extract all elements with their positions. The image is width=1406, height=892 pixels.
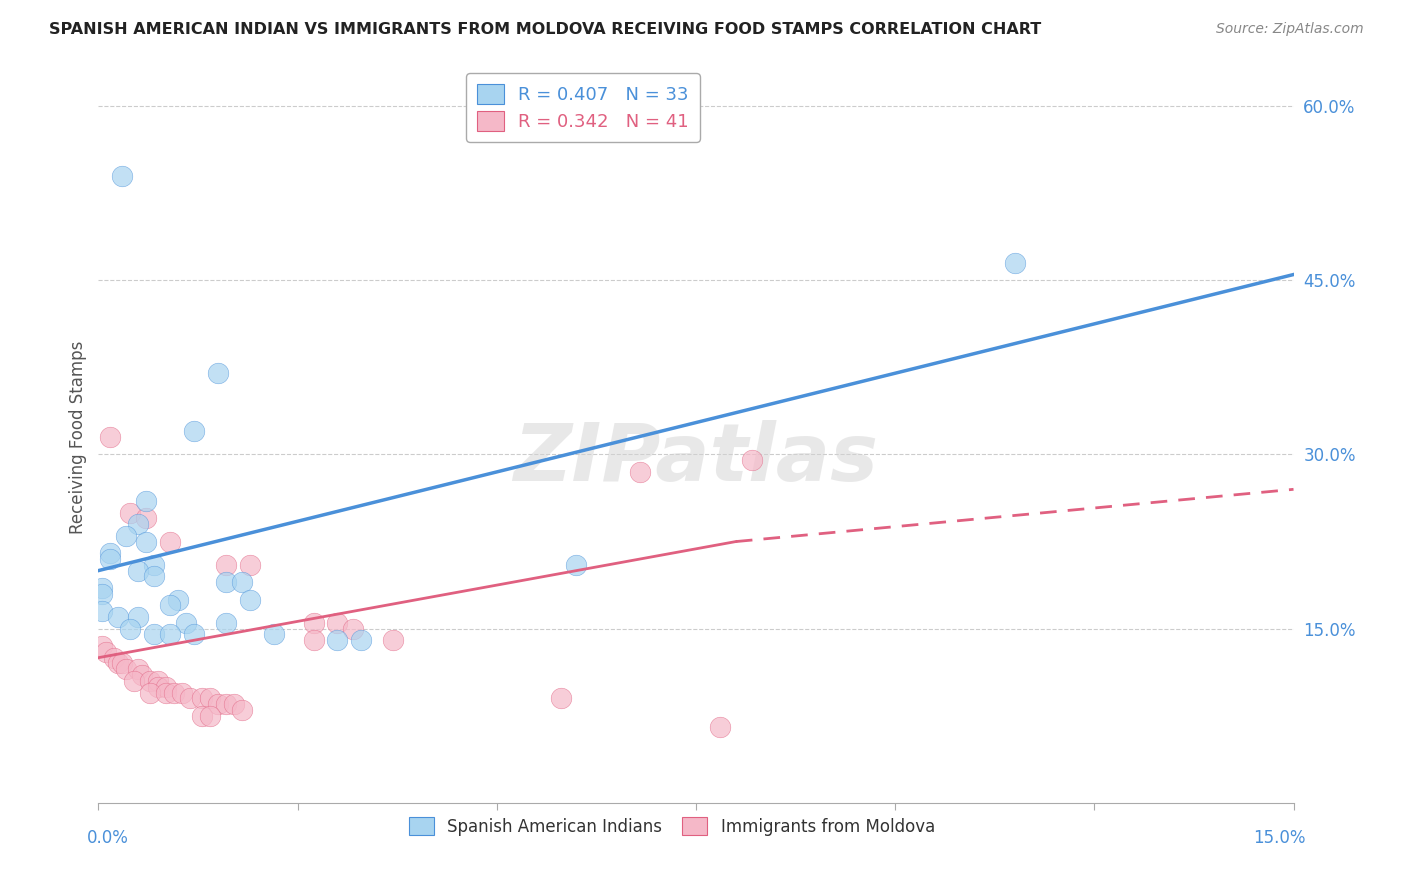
Point bbox=[91, 581, 114, 595]
Point bbox=[143, 569, 166, 583]
Point bbox=[231, 703, 253, 717]
Point bbox=[98, 552, 122, 566]
Point bbox=[1004, 256, 1026, 270]
Point bbox=[231, 575, 253, 590]
Point bbox=[350, 633, 373, 648]
Point bbox=[215, 558, 238, 572]
Text: Source: ZipAtlas.com: Source: ZipAtlas.com bbox=[1216, 22, 1364, 37]
Point bbox=[302, 615, 325, 630]
Point bbox=[115, 529, 138, 543]
Point bbox=[174, 615, 197, 630]
Point bbox=[741, 453, 763, 467]
Point bbox=[98, 546, 122, 560]
Point bbox=[103, 650, 125, 665]
Point bbox=[139, 685, 162, 699]
Point bbox=[179, 691, 201, 706]
Point bbox=[120, 622, 142, 636]
Point bbox=[183, 424, 205, 438]
Point bbox=[207, 366, 229, 380]
Point bbox=[111, 657, 134, 671]
Point bbox=[98, 430, 122, 444]
Point bbox=[382, 633, 405, 648]
Point bbox=[155, 680, 177, 694]
Point bbox=[91, 587, 114, 601]
Point bbox=[115, 662, 138, 676]
Y-axis label: Receiving Food Stamps: Receiving Food Stamps bbox=[69, 341, 87, 533]
Point bbox=[135, 534, 157, 549]
Point bbox=[167, 592, 190, 607]
Point bbox=[127, 517, 149, 532]
Point bbox=[127, 662, 149, 676]
Point bbox=[120, 506, 142, 520]
Point bbox=[135, 511, 157, 525]
Point bbox=[183, 627, 205, 641]
Point bbox=[198, 691, 221, 706]
Text: 15.0%: 15.0% bbox=[1253, 829, 1306, 847]
Point bbox=[263, 627, 285, 641]
Point bbox=[159, 627, 181, 641]
Point bbox=[124, 673, 146, 688]
Point bbox=[222, 697, 245, 711]
Point bbox=[628, 465, 651, 479]
Point bbox=[215, 615, 238, 630]
Point bbox=[709, 720, 731, 734]
Point bbox=[107, 657, 129, 671]
Point bbox=[215, 575, 238, 590]
Point bbox=[143, 627, 166, 641]
Point bbox=[302, 633, 325, 648]
Point bbox=[148, 673, 170, 688]
Text: SPANISH AMERICAN INDIAN VS IMMIGRANTS FROM MOLDOVA RECEIVING FOOD STAMPS CORRELA: SPANISH AMERICAN INDIAN VS IMMIGRANTS FR… bbox=[49, 22, 1042, 37]
Point bbox=[135, 494, 157, 508]
Text: ZIPatlas: ZIPatlas bbox=[513, 420, 879, 498]
Text: 0.0%: 0.0% bbox=[87, 829, 128, 847]
Point bbox=[198, 708, 221, 723]
Point bbox=[239, 558, 262, 572]
Legend: Spanish American Indians, Immigrants from Moldova: Spanish American Indians, Immigrants fro… bbox=[399, 807, 945, 846]
Point bbox=[342, 622, 364, 636]
Point bbox=[139, 673, 162, 688]
Point bbox=[127, 610, 149, 624]
Point bbox=[131, 668, 153, 682]
Point bbox=[326, 615, 349, 630]
Point bbox=[111, 169, 134, 183]
Point bbox=[191, 708, 214, 723]
Point bbox=[91, 604, 114, 618]
Point bbox=[172, 685, 194, 699]
Point bbox=[148, 680, 170, 694]
Point bbox=[159, 534, 181, 549]
Point bbox=[215, 697, 238, 711]
Point bbox=[550, 691, 572, 706]
Point bbox=[191, 691, 214, 706]
Point bbox=[127, 564, 149, 578]
Point bbox=[163, 685, 186, 699]
Point bbox=[207, 697, 229, 711]
Point bbox=[159, 599, 181, 613]
Point bbox=[239, 592, 262, 607]
Point bbox=[155, 685, 177, 699]
Point bbox=[143, 558, 166, 572]
Point bbox=[107, 610, 129, 624]
Point bbox=[91, 639, 114, 653]
Point bbox=[96, 645, 118, 659]
Point bbox=[326, 633, 349, 648]
Point bbox=[565, 558, 588, 572]
